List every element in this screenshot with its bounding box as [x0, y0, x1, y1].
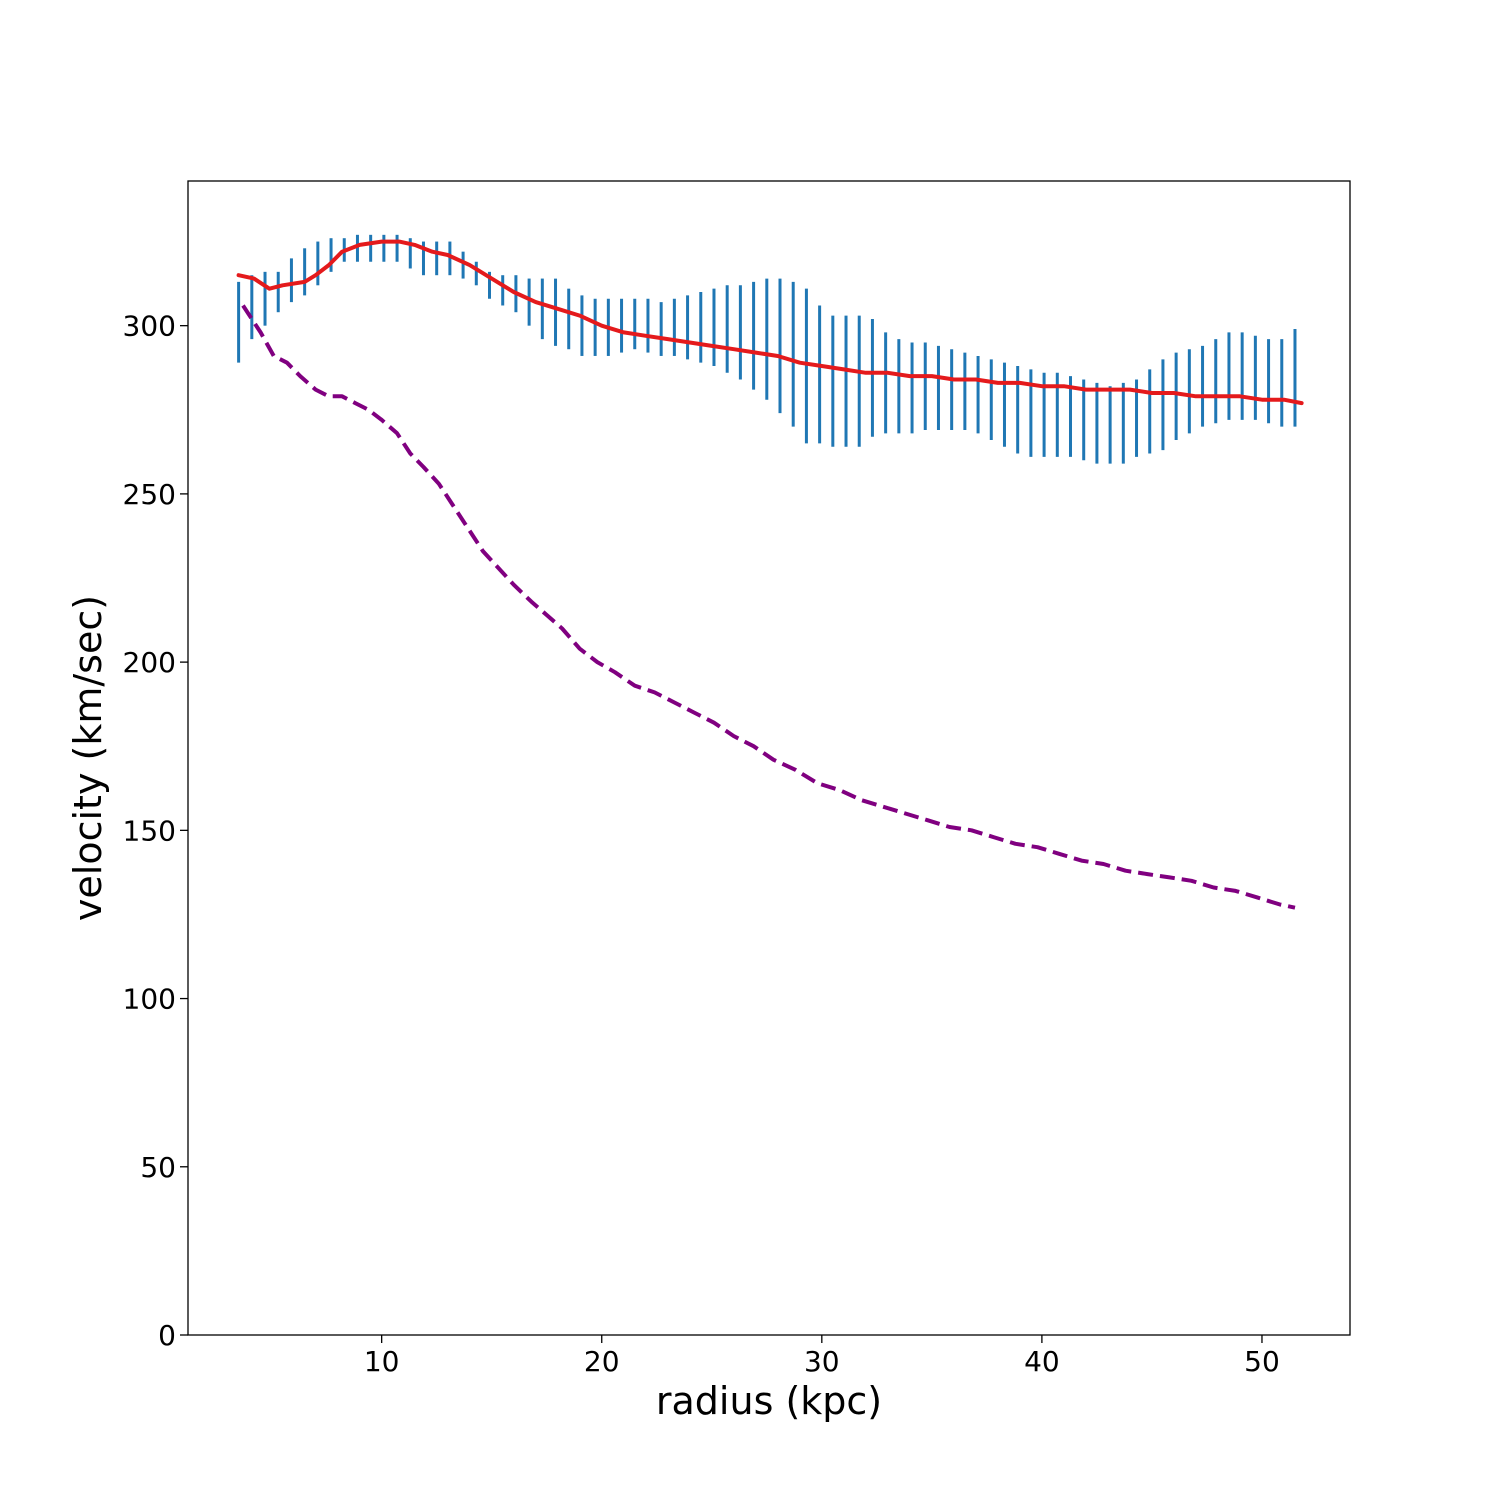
fit-curve: [236, 239, 1304, 406]
x-tick-label: 50: [1244, 1345, 1280, 1378]
y-tick-label: 50: [140, 1151, 176, 1184]
errorbar-series: [237, 234, 1297, 464]
y-tick-label: 0: [158, 1319, 176, 1352]
y-tick-label: 100: [123, 983, 176, 1016]
x-tick-label: 30: [804, 1345, 840, 1378]
x-axis: 10 20 30 40 50: [364, 1335, 1280, 1378]
x-tick-label: 40: [1024, 1345, 1060, 1378]
y-axis: 0 50 100 150 200 250 300: [123, 310, 188, 1352]
dashed-curve: [241, 304, 1296, 910]
y-axis-title: velocity (km/sec): [66, 595, 110, 921]
x-axis-title: radius (kpc): [656, 1379, 882, 1423]
y-tick-label: 150: [123, 814, 176, 847]
dashed-series: [241, 304, 1296, 910]
y-tick-label: 250: [123, 478, 176, 511]
fit-series: [236, 239, 1304, 406]
plot-area: [236, 234, 1304, 910]
x-tick-label: 10: [364, 1345, 400, 1378]
x-tick-label: 20: [584, 1345, 620, 1378]
y-tick-label: 300: [123, 310, 176, 343]
y-tick-label: 200: [123, 646, 176, 679]
plot-frame: [187, 180, 1351, 1336]
